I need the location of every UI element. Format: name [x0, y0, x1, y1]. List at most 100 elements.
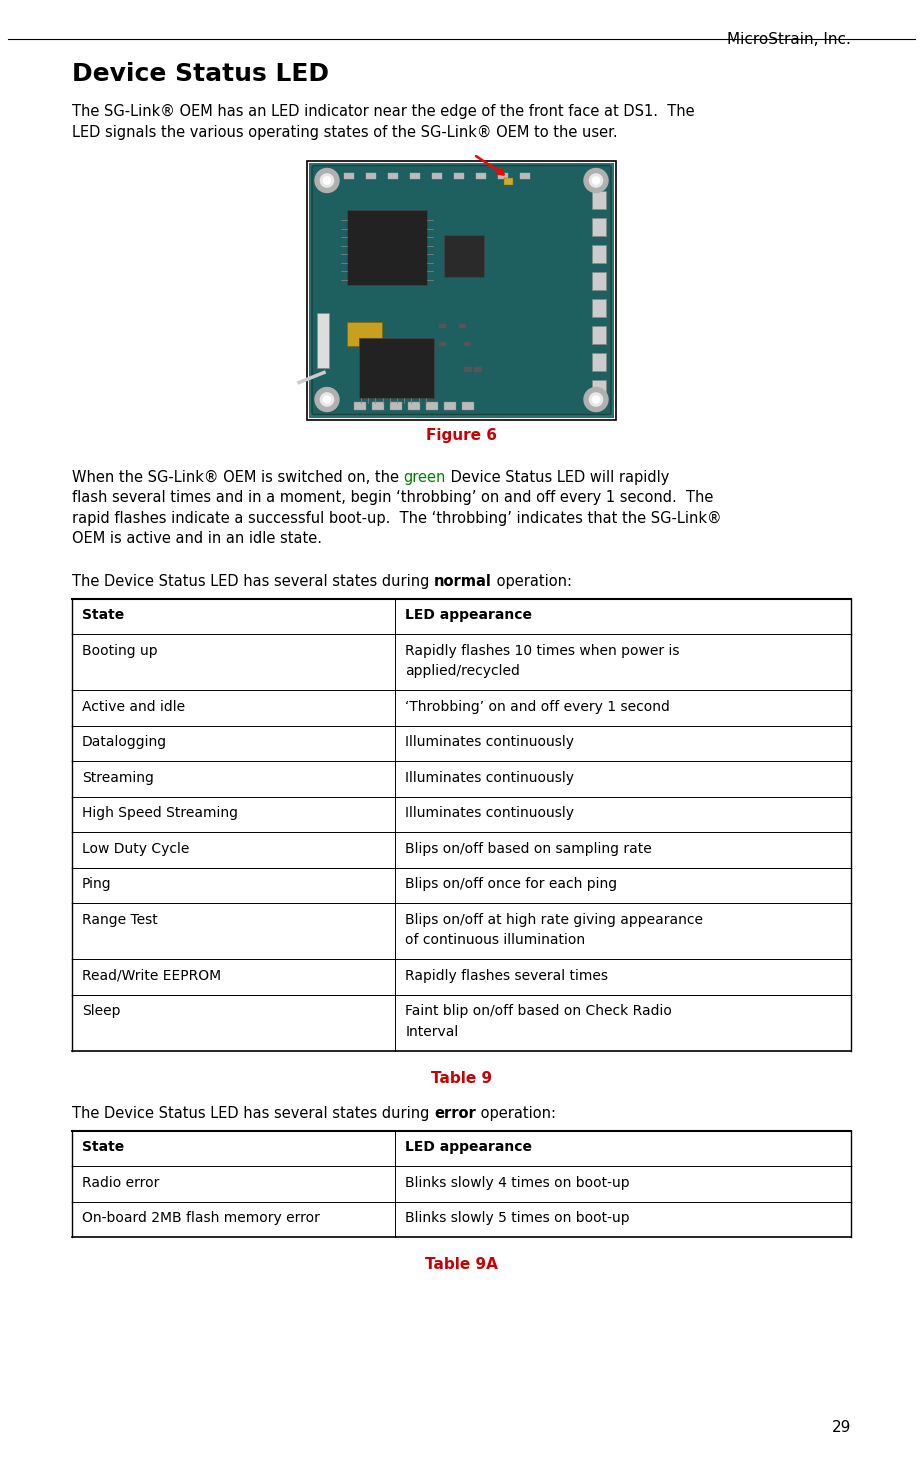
Bar: [408, 401, 420, 410]
Bar: [592, 325, 606, 344]
Bar: [354, 401, 366, 410]
Text: Illuminates continuously: Illuminates continuously: [405, 771, 574, 784]
Text: LED signals the various operating states of the SG-Link® OEM to the user.: LED signals the various operating states…: [72, 124, 617, 139]
Bar: [464, 342, 471, 347]
Text: Blinks slowly 5 times on boot-up: Blinks slowly 5 times on boot-up: [405, 1211, 629, 1225]
Bar: [426, 401, 438, 410]
Text: MicroStrain, Inc.: MicroStrain, Inc.: [727, 32, 851, 47]
Bar: [72, 796, 851, 832]
Text: On-board 2MB flash memory error: On-board 2MB flash memory error: [82, 1211, 320, 1225]
Bar: [454, 173, 464, 178]
Bar: [592, 298, 606, 316]
Bar: [72, 598, 851, 633]
Text: normal: normal: [434, 573, 492, 588]
Text: The SG-Link® OEM has an LED indicator near the edge of the front face at DS1.  T: The SG-Link® OEM has an LED indicator ne…: [72, 104, 695, 119]
Bar: [72, 995, 851, 1050]
Text: When the SG-Link® OEM is switched on, the: When the SG-Link® OEM is switched on, th…: [72, 470, 403, 484]
Text: ‘Throbbing’ on and off every 1 second: ‘Throbbing’ on and off every 1 second: [405, 699, 670, 714]
Text: High Speed Streaming: High Speed Streaming: [82, 806, 238, 819]
Bar: [72, 903, 851, 960]
Text: LED appearance: LED appearance: [405, 1140, 533, 1154]
Text: LED appearance: LED appearance: [405, 609, 533, 622]
Text: Active and idle: Active and idle: [82, 699, 186, 714]
Bar: [72, 691, 851, 726]
Text: Table 9: Table 9: [431, 1071, 492, 1086]
Bar: [72, 1131, 851, 1166]
Text: flash several times and in a moment, begin ‘throbbing’ on and off every 1 second: flash several times and in a moment, beg…: [72, 490, 713, 505]
Bar: [347, 322, 382, 347]
Text: applied/recycled: applied/recycled: [405, 664, 521, 677]
Text: 29: 29: [832, 1421, 851, 1435]
Text: green: green: [403, 470, 446, 484]
Bar: [72, 832, 851, 868]
Bar: [366, 173, 376, 178]
Bar: [444, 236, 484, 278]
Text: Rapidly flashes 10 times when power is: Rapidly flashes 10 times when power is: [405, 644, 679, 657]
Bar: [520, 173, 530, 178]
Text: Illuminates continuously: Illuminates continuously: [405, 734, 574, 749]
Text: The Device Status LED has several states during: The Device Status LED has several states…: [72, 573, 434, 588]
Bar: [410, 173, 420, 178]
Text: Read/Write EEPROM: Read/Write EEPROM: [82, 969, 222, 983]
Bar: [439, 325, 446, 328]
Text: Blinks slowly 4 times on boot-up: Blinks slowly 4 times on boot-up: [405, 1175, 629, 1189]
Bar: [72, 868, 851, 903]
Bar: [317, 313, 329, 367]
Text: Streaming: Streaming: [82, 771, 154, 784]
Text: Sleep: Sleep: [82, 1004, 121, 1018]
Circle shape: [593, 396, 600, 404]
Text: The Device Status LED has several states during: The Device Status LED has several states…: [72, 1106, 434, 1121]
Circle shape: [593, 177, 600, 184]
Bar: [444, 401, 456, 410]
Bar: [344, 173, 354, 178]
Text: operation:: operation:: [492, 573, 572, 588]
Circle shape: [323, 396, 330, 404]
Text: OEM is active and in an idle state.: OEM is active and in an idle state.: [72, 531, 322, 546]
Text: Blips on/off at high rate giving appearance: Blips on/off at high rate giving appeara…: [405, 913, 703, 926]
Bar: [462, 401, 474, 410]
Bar: [309, 162, 614, 417]
Circle shape: [584, 388, 608, 411]
Text: Ping: Ping: [82, 876, 112, 891]
Bar: [592, 218, 606, 236]
Bar: [359, 338, 434, 398]
Circle shape: [320, 174, 333, 187]
Text: Device Status LED will rapidly: Device Status LED will rapidly: [446, 470, 669, 484]
Bar: [592, 272, 606, 290]
Text: Rapidly flashes several times: Rapidly flashes several times: [405, 969, 608, 983]
Circle shape: [323, 177, 330, 184]
Text: Table 9A: Table 9A: [426, 1257, 497, 1271]
Bar: [72, 726, 851, 761]
Text: Blips on/off once for each ping: Blips on/off once for each ping: [405, 876, 617, 891]
Text: Blips on/off based on sampling rate: Blips on/off based on sampling rate: [405, 841, 652, 856]
Circle shape: [584, 168, 608, 193]
Text: Illuminates continuously: Illuminates continuously: [405, 806, 574, 819]
Bar: [388, 173, 398, 178]
Bar: [72, 1166, 851, 1201]
Text: operation:: operation:: [475, 1106, 556, 1121]
Text: Device Status LED: Device Status LED: [72, 61, 329, 86]
Bar: [347, 209, 427, 285]
Text: Radio error: Radio error: [82, 1175, 160, 1189]
Bar: [592, 190, 606, 209]
Bar: [307, 161, 616, 420]
Text: Interval: Interval: [405, 1024, 459, 1039]
Text: of continuous illumination: of continuous illumination: [405, 933, 585, 947]
Bar: [439, 342, 446, 347]
Circle shape: [315, 388, 339, 411]
Text: Figure 6: Figure 6: [426, 427, 497, 442]
Text: Datalogging: Datalogging: [82, 734, 167, 749]
Bar: [592, 379, 606, 398]
Text: rapid flashes indicate a successful boot-up.  The ‘throbbing’ indicates that the: rapid flashes indicate a successful boot…: [72, 511, 722, 525]
Circle shape: [320, 394, 333, 407]
Circle shape: [315, 168, 339, 193]
Bar: [432, 173, 442, 178]
Bar: [459, 325, 466, 328]
Bar: [498, 173, 508, 178]
Text: Range Test: Range Test: [82, 913, 158, 926]
Bar: [372, 401, 384, 410]
Text: Booting up: Booting up: [82, 644, 158, 657]
Bar: [476, 173, 486, 178]
Circle shape: [590, 174, 603, 187]
FancyBboxPatch shape: [312, 165, 611, 414]
